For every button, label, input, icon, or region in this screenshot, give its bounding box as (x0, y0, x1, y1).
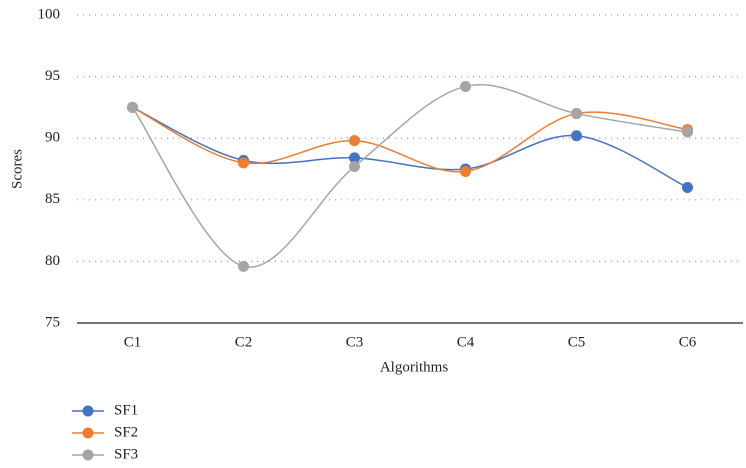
point (460, 80, 471, 92)
y-tick-label: 95 (45, 68, 60, 84)
point (682, 181, 693, 193)
y-tick-label: 100 (38, 6, 61, 22)
x-tick-label: C4 (457, 334, 475, 350)
point (571, 108, 582, 120)
point (349, 161, 360, 173)
point (349, 152, 360, 164)
point (460, 165, 471, 177)
y-axis-title: Scores (9, 149, 25, 189)
legend-marker (82, 449, 94, 461)
point (571, 130, 582, 142)
point (238, 260, 249, 272)
y-tick-label: 80 (45, 253, 60, 269)
legend-label: SF2 (114, 424, 138, 440)
x-tick-label: C1 (124, 334, 142, 350)
point (682, 126, 693, 138)
x-axis-title: Algorithms (380, 359, 448, 375)
point (238, 157, 249, 169)
y-tick-label: 75 (45, 314, 60, 330)
series-line (132, 106, 688, 173)
point (127, 101, 138, 113)
x-tick-label: C6 (679, 334, 697, 350)
legend-label: SF1 (114, 402, 138, 418)
legend-label: SF3 (114, 446, 138, 462)
legend-marker (82, 427, 94, 439)
point (349, 135, 360, 147)
y-tick-label: 90 (45, 130, 60, 146)
series-line (132, 106, 688, 189)
legend-marker (82, 405, 94, 417)
x-tick-label: C2 (235, 334, 253, 350)
y-tick-label: 85 (45, 191, 60, 207)
x-tick-label: C3 (346, 334, 364, 350)
x-tick-label: C5 (568, 334, 586, 350)
